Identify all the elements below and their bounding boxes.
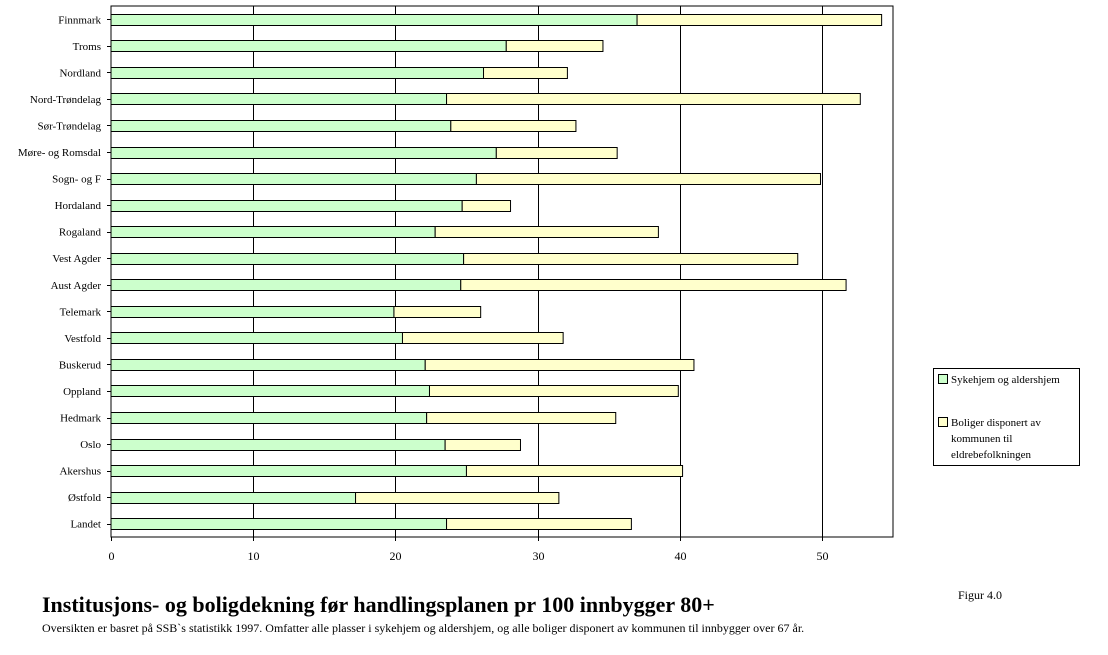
bar-boliger-14 (428, 385, 679, 397)
bar-boliger-12 (401, 332, 564, 344)
bar-boliger-17 (465, 465, 684, 477)
category-label-18: Østfold (68, 492, 102, 504)
bar-sykehjem-2 (110, 67, 485, 79)
bar-sykehjem-13 (110, 359, 426, 371)
bar-boliger-3 (446, 93, 861, 105)
chart-subtitle: Oversikten er basret på SSB`s statistikk… (42, 621, 805, 635)
x-tick-label-20: 20 (390, 549, 402, 563)
x-tick-label-50: 50 (817, 549, 829, 563)
category-label-1: Troms (73, 41, 101, 53)
bar-boliger-15 (426, 412, 617, 424)
chart-title: Institusjons- og boligdekning før handli… (42, 592, 715, 617)
bar-boliger-2 (483, 67, 568, 79)
legend-swatch-boliger (938, 417, 948, 427)
bar-sykehjem-1 (110, 40, 507, 52)
category-label-4: Sør-Trøndelag (37, 120, 101, 132)
category-label-19: Landet (70, 519, 101, 531)
bar-sykehjem-10 (110, 279, 462, 291)
bar-boliger-10 (460, 279, 847, 291)
bar-boliger-6 (475, 173, 821, 185)
bar-sykehjem-7 (110, 200, 463, 212)
legend-swatch-sykehjem (938, 374, 948, 384)
category-label-10: Aust Agder (51, 280, 102, 292)
bar-boliger-4 (450, 120, 577, 132)
legend-item-boliger: Boliger disponert av kommunen til eldreb… (938, 415, 1075, 463)
category-label-3: Nord-Trøndelag (30, 94, 102, 106)
legend-item-sykehjem: Sykehjem og aldershjem (938, 372, 1060, 388)
x-tick-label-0: 0 (109, 549, 115, 563)
bar-boliger-16 (444, 439, 521, 451)
category-label-13: Buskerud (59, 359, 102, 371)
bar-sykehjem-19 (110, 518, 448, 530)
legend-label-sykehjem: Sykehjem og aldershjem (951, 374, 1060, 386)
x-tick-label-10: 10 (248, 549, 260, 563)
bar-boliger-19 (446, 518, 632, 530)
figure-label: Figur 4.0 (958, 588, 1003, 602)
plot-area (110, 5, 894, 538)
bar-sykehjem-8 (110, 226, 436, 238)
bar-sykehjem-3 (110, 93, 448, 105)
bar-boliger-18 (355, 492, 560, 504)
bar-sykehjem-4 (110, 120, 452, 132)
bar-boliger-0 (636, 14, 883, 26)
category-label-6: Sogn- og F (52, 174, 101, 186)
bar-boliger-8 (434, 226, 659, 238)
bar-boliger-9 (463, 253, 799, 265)
legend-label-boliger: Boliger disponert av kommunen til eldreb… (951, 417, 1041, 461)
bar-boliger-13 (424, 359, 695, 371)
bar-boliger-7 (461, 200, 512, 212)
category-label-7: Hordaland (55, 200, 102, 212)
bar-sykehjem-5 (110, 147, 497, 159)
x-tick-label-30: 30 (533, 549, 545, 563)
category-label-0: Finnmark (58, 14, 101, 26)
bar-sykehjem-14 (110, 385, 430, 397)
bar-sykehjem-18 (110, 492, 357, 504)
bar-sykehjem-0 (110, 14, 638, 26)
category-label-11: Telemark (60, 306, 102, 318)
bar-boliger-11 (393, 306, 482, 318)
category-label-16: Oslo (80, 439, 101, 451)
bar-sykehjem-9 (110, 253, 465, 265)
legend: Sykehjem og aldershjem Boliger disponert… (933, 368, 1080, 466)
category-label-9: Vest Agder (52, 253, 101, 265)
bar-boliger-5 (495, 147, 618, 159)
category-label-12: Vestfold (64, 333, 101, 345)
category-label-8: Rogaland (59, 227, 102, 239)
x-tick-label-40: 40 (675, 549, 687, 563)
category-label-17: Akershus (59, 466, 101, 478)
bar-sykehjem-17 (110, 465, 467, 477)
category-label-2: Nordland (59, 67, 101, 79)
category-label-15: Hedmark (60, 413, 101, 425)
category-label-5: Møre- og Romsdal (18, 147, 101, 159)
bar-sykehjem-12 (110, 332, 403, 344)
bar-sykehjem-11 (110, 306, 395, 318)
bar-sykehjem-15 (110, 412, 428, 424)
bar-chart: 0 10 20 30 40 50 Finnmark Troms Nordland Nord-Trø… (18, 5, 894, 563)
bar-boliger-1 (505, 40, 604, 52)
bar-sykehjem-16 (110, 439, 446, 451)
bar-sykehjem-6 (110, 173, 477, 185)
category-label-14: Oppland (63, 386, 101, 398)
